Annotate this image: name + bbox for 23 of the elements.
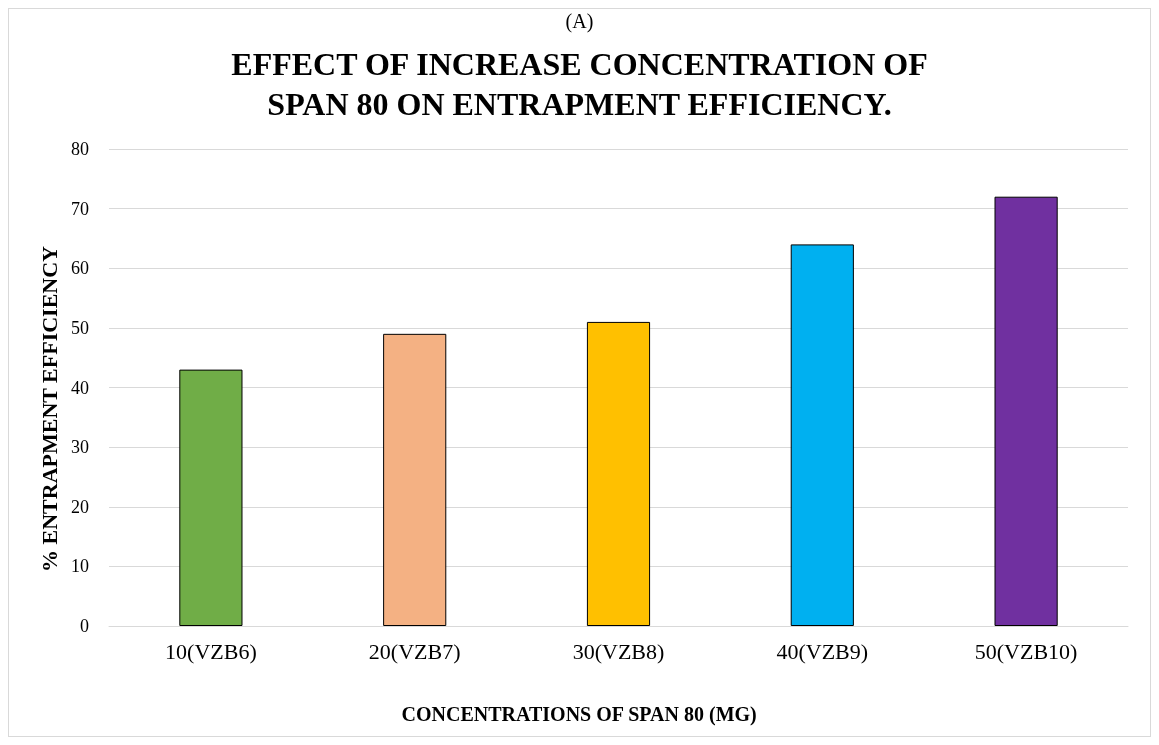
x-tick-label: 40(VZB9) bbox=[776, 638, 869, 664]
x-tick-label: 20(VZB7) bbox=[368, 638, 461, 664]
y-axis-title: % ENTRAPMENT EFFICIENCY bbox=[36, 245, 62, 572]
y-tick-label: 70 bbox=[71, 198, 89, 219]
y-tick-label: 20 bbox=[71, 496, 89, 517]
bar bbox=[790, 244, 854, 626]
y-tick-label: 50 bbox=[71, 317, 89, 338]
y-tick-label: 10 bbox=[71, 556, 89, 577]
chart-title: EFFECT OF INCREASE CONCENTRATION OF SPAN 80 ON ENTRAPMENT EFFICIENCY. bbox=[231, 46, 928, 122]
bar bbox=[586, 321, 651, 626]
y-tick-label: 30 bbox=[71, 437, 89, 458]
y-tick-label: 40 bbox=[71, 377, 89, 398]
x-axis-title: CONCENTRATIONS OF SPAN 80 (MG) bbox=[401, 703, 757, 726]
bar bbox=[179, 369, 243, 626]
y-tick-label: 0 bbox=[80, 616, 89, 636]
y-tick-label: 80 bbox=[71, 139, 89, 159]
bar bbox=[383, 333, 447, 626]
x-tick-label: 30(VZB8) bbox=[572, 638, 665, 664]
y-tick-label: 60 bbox=[71, 258, 89, 279]
bar bbox=[994, 196, 1058, 626]
text: (A) bbox=[565, 10, 594, 33]
x-tick-label: 50(VZB10) bbox=[974, 638, 1078, 664]
x-tick-label: 10(VZB6) bbox=[165, 638, 257, 664]
